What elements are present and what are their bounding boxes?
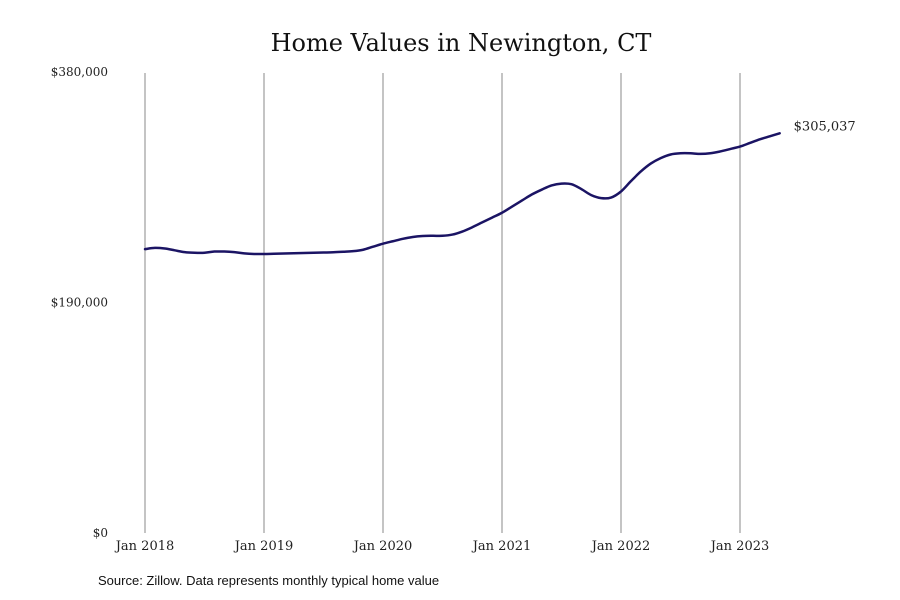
x-tick-label-2019: Jan 2019 [233,539,294,554]
series-line-home-value [143,132,781,256]
y-tick-label-2: $380,000 [51,65,108,79]
x-tick-label-2020: Jan 2020 [352,539,413,554]
y-axis-tick-labels: $0 $190,000 $380,000 [51,65,108,540]
x-tick-label-2022: Jan 2022 [590,539,651,554]
vertical-gridlines [144,73,741,533]
series-layer [143,132,781,256]
y-tick-label-1: $190,000 [51,296,108,310]
last-value-label: $305,037 [794,119,856,134]
x-tick-label-2018: Jan 2018 [114,539,175,554]
chart-title: Home Values in Newington, CT [271,29,652,57]
x-axis-tick-labels: Jan 2018 Jan 2019 Jan 2020 Jan 2021 Jan 2022… [114,539,770,554]
x-tick-label-2021: Jan 2021 [471,539,532,554]
x-tick-label-2023: Jan 2023 [709,539,770,554]
y-tick-label-0: $0 [93,526,108,540]
source-note: Source: Zillow. Data represents monthly … [98,573,439,588]
